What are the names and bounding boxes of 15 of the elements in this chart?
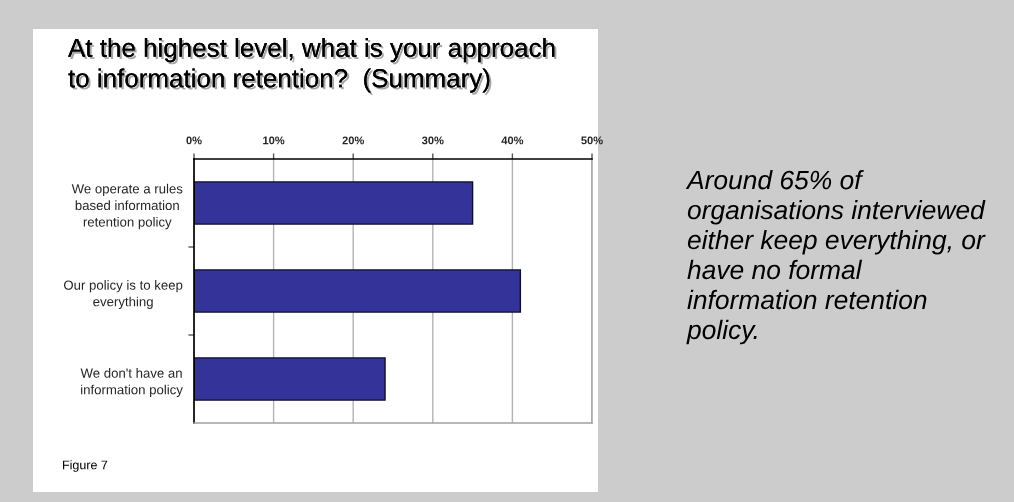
x-tick-label: 50% bbox=[581, 136, 603, 145]
bar bbox=[194, 181, 474, 225]
chart-title: At the highest level, what is your approach to information retention? (Summary) bbox=[68, 38, 557, 95]
x-tick-label: 40% bbox=[501, 136, 524, 145]
x-tick-label: 30% bbox=[421, 136, 444, 145]
bar bbox=[194, 269, 522, 313]
y-tick-label: Our policy is to keep everything bbox=[63, 280, 183, 309]
x-tick-label: 20% bbox=[342, 136, 365, 145]
bar bbox=[194, 357, 386, 401]
x-tick-label: 10% bbox=[263, 136, 285, 145]
text: Around 65% of organisations interviewed either keep everything, or have no formal information retention policy. bbox=[685, 170, 986, 345]
caption: Figure 7 bbox=[63, 460, 108, 472]
y-tick-label: We operate a rules based information retention policy bbox=[71, 183, 183, 230]
y-tick-label: We don't have an information policy bbox=[80, 368, 183, 397]
x-tick-label: 0% bbox=[186, 136, 202, 145]
